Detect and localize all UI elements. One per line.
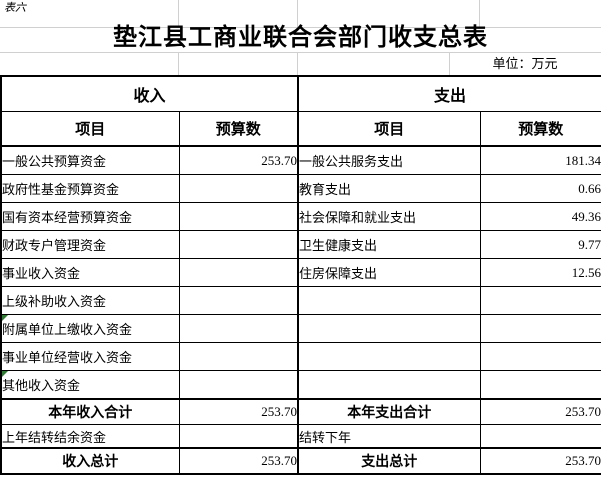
- unit-note: 单位：万元: [492, 56, 558, 71]
- expense-item: 社会保障和就业支出: [297, 202, 481, 231]
- income-total-value: 253.70: [178, 447, 299, 475]
- expense-item: 住房保障支出: [297, 258, 481, 287]
- income-value: [178, 370, 299, 400]
- income-item-label: 附属单位上缴收入资金: [2, 322, 133, 337]
- carryover-row: 上年结转结余资金 结转下年: [0, 424, 601, 449]
- income-value: [178, 202, 299, 231]
- table-row: 一般公共预算资金 253.70 一般公共服务支出 181.34: [0, 145, 601, 175]
- expense-value: 49.36: [479, 202, 601, 231]
- total-row: 收入总计 253.70 支出总计 253.70: [0, 447, 601, 475]
- expense-total-label: 支出总计: [297, 447, 481, 475]
- income-budget-column-header: 预算数: [178, 111, 299, 147]
- income-value: [178, 286, 299, 315]
- grid-line: [0, 27, 601, 28]
- expense-item-column-header: 项目: [297, 111, 481, 147]
- expense-value: [479, 342, 601, 371]
- table-row: 上级补助收入资金: [0, 286, 601, 315]
- table-row: 其他收入资金: [0, 370, 601, 400]
- income-item: 上级补助收入资金: [0, 286, 180, 315]
- expense-total-value: 253.70: [479, 447, 601, 475]
- grid-line: [297, 0, 298, 27]
- grid-line: [449, 52, 450, 75]
- income-item: 一般公共预算资金: [0, 145, 180, 175]
- grid-line: [479, 0, 480, 27]
- income-value: [178, 230, 299, 259]
- income-total-label: 收入总计: [0, 447, 180, 475]
- income-item: 政府性基金预算资金: [0, 174, 180, 203]
- expense-item: 一般公共服务支出: [297, 145, 481, 175]
- page-title: 垫江县工商业联合会部门收支总表: [113, 25, 488, 51]
- table-row: 附属单位上缴收入资金: [0, 314, 601, 343]
- expense-section-header: 支出: [297, 75, 601, 112]
- income-section-header: 收入: [0, 75, 299, 112]
- table-row: 财政专户管理资金 卫生健康支出 9.77: [0, 230, 601, 259]
- expense-carryover-value: [479, 424, 601, 449]
- income-value: [178, 258, 299, 287]
- expense-carryover-label: 结转下年: [297, 424, 481, 449]
- cell-error-indicator-icon: [2, 371, 8, 377]
- sheet-header: 表六 垫江县工商业联合会部门收支总表 单位：万元: [0, 0, 601, 75]
- grid-line: [178, 52, 179, 75]
- grid-line: [297, 52, 298, 75]
- income-item: 附属单位上缴收入资金: [0, 314, 180, 343]
- expense-budget-column-header: 预算数: [479, 111, 601, 147]
- income-carryover-value: [178, 424, 299, 449]
- expense-item: [297, 314, 481, 343]
- expense-subtotal-label: 本年支出合计: [297, 398, 481, 425]
- income-subtotal-label: 本年收入合计: [0, 398, 180, 425]
- table-row: 事业单位经营收入资金: [0, 342, 601, 371]
- budget-summary-table: 收入 支出 项目 预算数 项目 预算数 一般公共预算资金 253.70 一般公共…: [0, 75, 601, 475]
- subtotal-row: 本年收入合计 253.70 本年支出合计 253.70: [0, 398, 601, 425]
- expense-item: 教育支出: [297, 174, 481, 203]
- expense-value: 9.77: [479, 230, 601, 259]
- income-carryover-label: 上年结转结余资金: [0, 424, 180, 449]
- table-row: 国有资本经营预算资金 社会保障和就业支出 49.36: [0, 202, 601, 231]
- expense-value: 0.66: [479, 174, 601, 203]
- expense-item: [297, 342, 481, 371]
- table-row: 事业收入资金 住房保障支出 12.56: [0, 258, 601, 287]
- table-row: 政府性基金预算资金 教育支出 0.66: [0, 174, 601, 203]
- expense-item: [297, 370, 481, 400]
- income-subtotal-value: 253.70: [178, 398, 299, 425]
- column-header-row: 项目 预算数 项目 预算数: [0, 111, 601, 147]
- cell-error-indicator-icon: [2, 315, 8, 321]
- grid-line: [178, 0, 179, 27]
- expense-value: [479, 314, 601, 343]
- income-item: 国有资本经营预算资金: [0, 202, 180, 231]
- section-header-row: 收入 支出: [0, 75, 601, 112]
- income-value: [178, 314, 299, 343]
- expense-item: 卫生健康支出: [297, 230, 481, 259]
- expense-item: [297, 286, 481, 315]
- income-value: [178, 342, 299, 371]
- income-item: 财政专户管理资金: [0, 230, 180, 259]
- income-item: 事业收入资金: [0, 258, 180, 287]
- income-value: 253.70: [178, 145, 299, 175]
- expense-value: [479, 286, 601, 315]
- expense-value: [479, 370, 601, 400]
- income-item-label: 其他收入资金: [2, 378, 81, 393]
- income-item: 事业单位经营收入资金: [0, 342, 180, 371]
- expense-value: 12.56: [479, 258, 601, 287]
- income-item: 其他收入资金: [0, 370, 180, 400]
- expense-subtotal-value: 253.70: [479, 398, 601, 425]
- grid-line: [0, 52, 601, 53]
- income-value: [178, 174, 299, 203]
- expense-value: 181.34: [479, 145, 601, 175]
- table-number-label: 表六: [4, 2, 26, 14]
- income-item-column-header: 项目: [0, 111, 180, 147]
